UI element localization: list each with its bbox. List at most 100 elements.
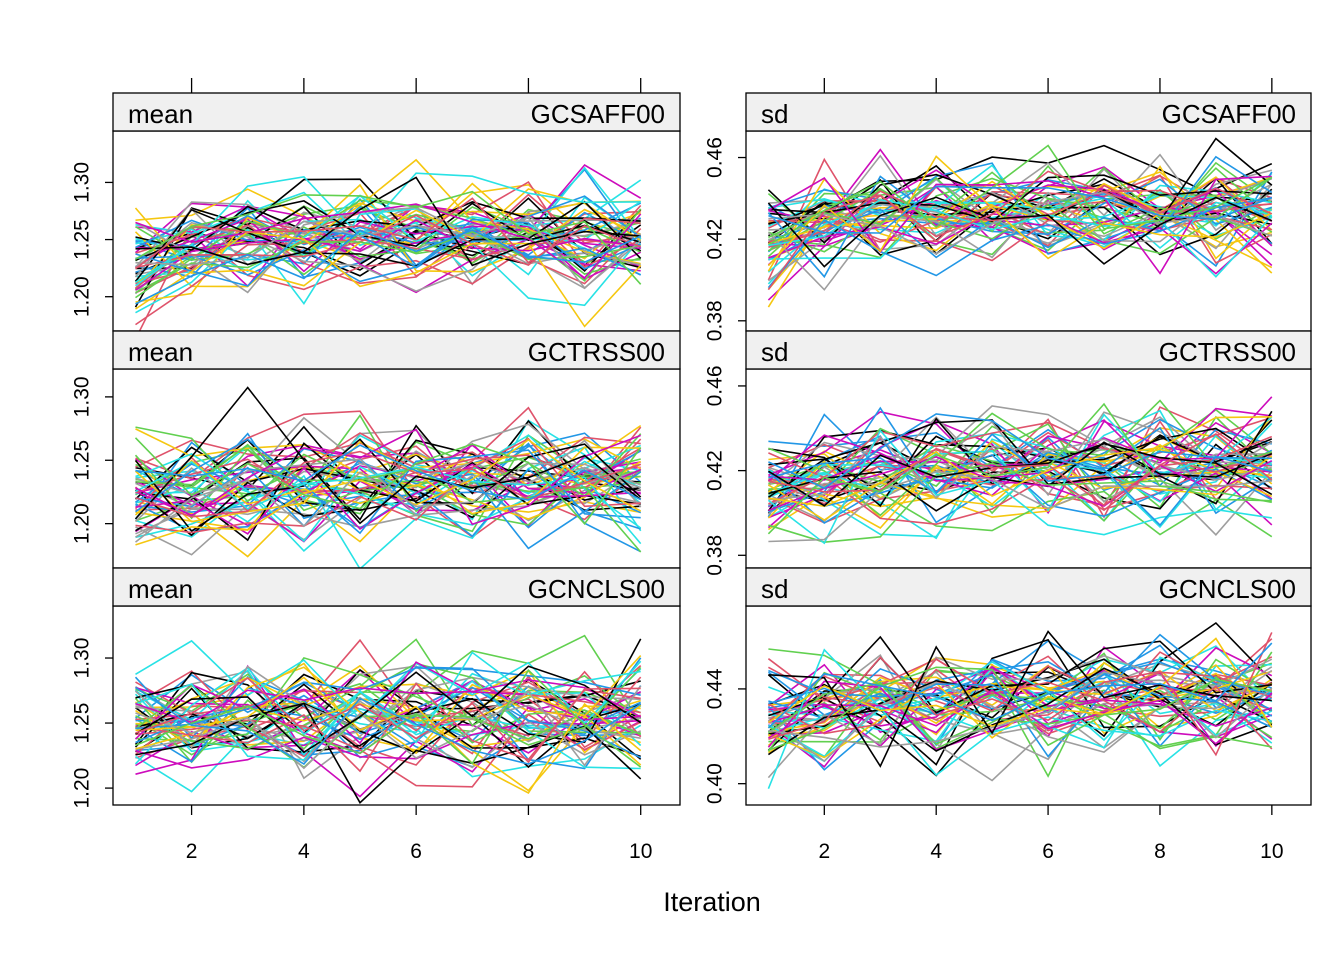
chain-line — [135, 172, 641, 283]
x-tick-label: 8 — [1154, 840, 1166, 863]
chain-line — [767, 155, 1273, 267]
chain-line — [768, 185, 1273, 234]
chain-line — [135, 667, 641, 730]
strip-header — [112, 330, 681, 370]
y-tick-label: 0.40 — [704, 763, 727, 804]
chain-line — [768, 663, 1273, 736]
strip-header — [112, 567, 681, 607]
panel-mean-gctrss00: mean GCTRSS00 1.20 1.25 1.30 — [71, 330, 681, 569]
chain-line — [134, 386, 642, 525]
y-tick-label: 0.46 — [704, 137, 727, 178]
chain-line — [767, 429, 1272, 545]
x-tick-label: 8 — [523, 840, 535, 863]
chain-line — [135, 428, 641, 526]
chain-line — [135, 668, 642, 768]
x-axis-title: Iteration — [663, 887, 761, 917]
y-tick-label: 1.20 — [71, 768, 94, 809]
chain-line — [767, 170, 1273, 291]
y-tick-label: 1.20 — [71, 276, 94, 317]
chain-line — [767, 426, 1273, 524]
y-tick-label: 1.25 — [71, 703, 94, 744]
traces-sd-gcsaff00 — [767, 137, 1273, 308]
chain-line — [767, 442, 1273, 507]
chain-line — [135, 214, 641, 269]
chain-line — [768, 399, 1273, 517]
chain-line — [768, 441, 1273, 512]
y-tick-label: 1.30 — [71, 162, 94, 203]
chain-line — [767, 642, 1273, 729]
chain-line — [768, 433, 1273, 507]
strip-stat-label: sd — [761, 574, 788, 604]
strip-stat-label: mean — [128, 99, 193, 129]
chain-line — [768, 435, 1272, 501]
chain-line — [135, 669, 641, 767]
chain-line — [768, 630, 1272, 768]
chain-line — [135, 190, 642, 285]
chain-line — [768, 435, 1273, 526]
chain-line — [135, 176, 641, 267]
chain-line — [135, 201, 641, 251]
chain-line — [135, 462, 641, 543]
strip-variable-label: GCNCLS00 — [528, 574, 665, 604]
chain-line — [767, 402, 1272, 535]
traces-sd-gctrss00 — [767, 396, 1273, 545]
strip-variable-label: GCSAFF00 — [531, 99, 665, 129]
chain-line — [768, 198, 1273, 278]
traces-mean-gcncls00 — [134, 634, 642, 804]
chain-line — [768, 633, 1273, 758]
chain-line — [768, 413, 1273, 527]
chain-line — [135, 676, 642, 795]
chain-line — [135, 444, 642, 501]
x-tick-label: 2 — [186, 840, 198, 863]
chain-line — [768, 422, 1273, 504]
y-tick-label: 1.20 — [71, 503, 94, 544]
y-tick-label: 1.30 — [71, 376, 94, 417]
chain-line — [768, 673, 1273, 729]
chain-line — [134, 661, 641, 745]
chain-line — [768, 648, 1273, 730]
panel-sd-gcsaff00: sd GCSAFF00 0.38 0.42 0.46 — [704, 78, 1312, 341]
chain-line — [135, 679, 642, 724]
chain-line — [134, 200, 642, 282]
panel-mean-gcsaff00: mean GCSAFF00 1.20 1.25 1.30 — [71, 78, 681, 332]
x-tick-label: 4 — [930, 840, 942, 863]
chain-line — [135, 179, 642, 247]
panel-sd-gctrss00: sd GCTRSS00 0.38 0.42 0.46 — [704, 330, 1312, 576]
chain-line — [135, 685, 642, 770]
chain-line — [135, 197, 641, 270]
chain-line — [767, 196, 1273, 268]
chain-line — [768, 658, 1273, 750]
chain-line — [135, 686, 642, 766]
chain-line — [135, 203, 642, 279]
chain-line — [134, 432, 642, 512]
chain-line — [134, 437, 642, 525]
strip-variable-label: GCSAFF00 — [1162, 99, 1296, 129]
chain-line — [767, 175, 1272, 275]
x-tick-label: 2 — [818, 840, 830, 863]
chain-line — [134, 459, 642, 520]
chain-line — [767, 655, 1273, 779]
chain-line — [768, 191, 1273, 255]
chain-line — [135, 719, 641, 769]
chain-line — [767, 637, 1273, 728]
strip-stat-label: sd — [761, 337, 788, 367]
chain-line — [768, 213, 1273, 275]
chain-line — [768, 433, 1272, 495]
chain-line — [135, 216, 642, 290]
chain-line — [768, 671, 1273, 748]
y-tick-label: 0.42 — [704, 219, 727, 260]
strip-header — [745, 567, 1312, 607]
chain-line — [135, 229, 642, 305]
strip-header — [112, 92, 681, 132]
chain-line — [135, 426, 642, 503]
strip-variable-label: GCNCLS00 — [1159, 574, 1296, 604]
chain-line — [135, 442, 641, 542]
chain-line — [768, 470, 1272, 543]
chain-line — [135, 438, 642, 546]
chain-line — [767, 667, 1273, 756]
y-tick-label: 0.38 — [704, 535, 727, 576]
chain-line — [135, 406, 642, 499]
strip-stat-label: mean — [128, 337, 193, 367]
x-tick-label: 4 — [298, 840, 310, 863]
y-tick-label: 0.42 — [704, 450, 727, 491]
